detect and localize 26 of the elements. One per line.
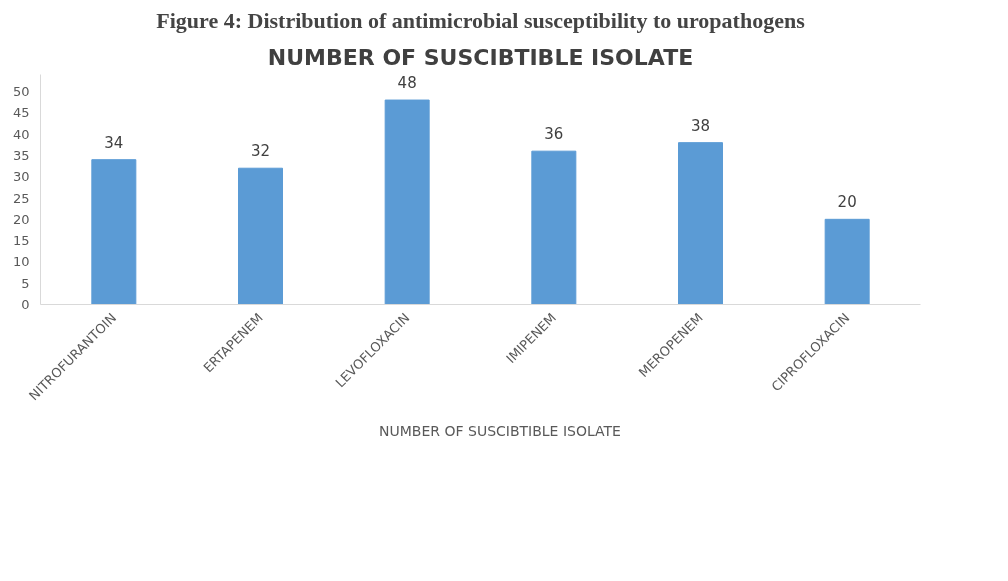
bar: [238, 167, 283, 305]
bar: [678, 142, 723, 305]
bar: [824, 218, 870, 305]
data-label: 38: [690, 116, 711, 135]
bar: [531, 150, 577, 305]
text: NUMBER OF SUSCIBTIBLE ISOLATE: [379, 423, 621, 439]
y-tick-label: 10: [12, 254, 30, 270]
y-tick-label: 25: [12, 190, 30, 206]
y-tick-label: 0: [21, 297, 30, 312]
data-label: 32: [250, 142, 271, 161]
chart-title: NUMBER OF SUSCIBTIBLE ISOLATE: [267, 44, 694, 70]
y-tick-label: 30: [12, 169, 30, 185]
caption: Figure 4: Distribution of antimicrobial susceptibility to uropathogens: [156, 7, 806, 33]
y-tick-label: 45: [12, 105, 30, 121]
y-tick-label: 40: [12, 126, 30, 142]
y-tick-label: 50: [12, 84, 30, 100]
bar: [384, 99, 430, 305]
data-label: 48: [397, 74, 417, 93]
y-tick-label: 20: [12, 211, 30, 227]
bar: [91, 159, 137, 305]
y-tick-label: 35: [12, 147, 30, 163]
y-tick-label: 5: [21, 275, 30, 291]
y-tick-label: 15: [12, 233, 30, 249]
data-label: 36: [544, 125, 564, 144]
data-label: 34: [104, 133, 124, 152]
data-label: 20: [837, 193, 857, 212]
